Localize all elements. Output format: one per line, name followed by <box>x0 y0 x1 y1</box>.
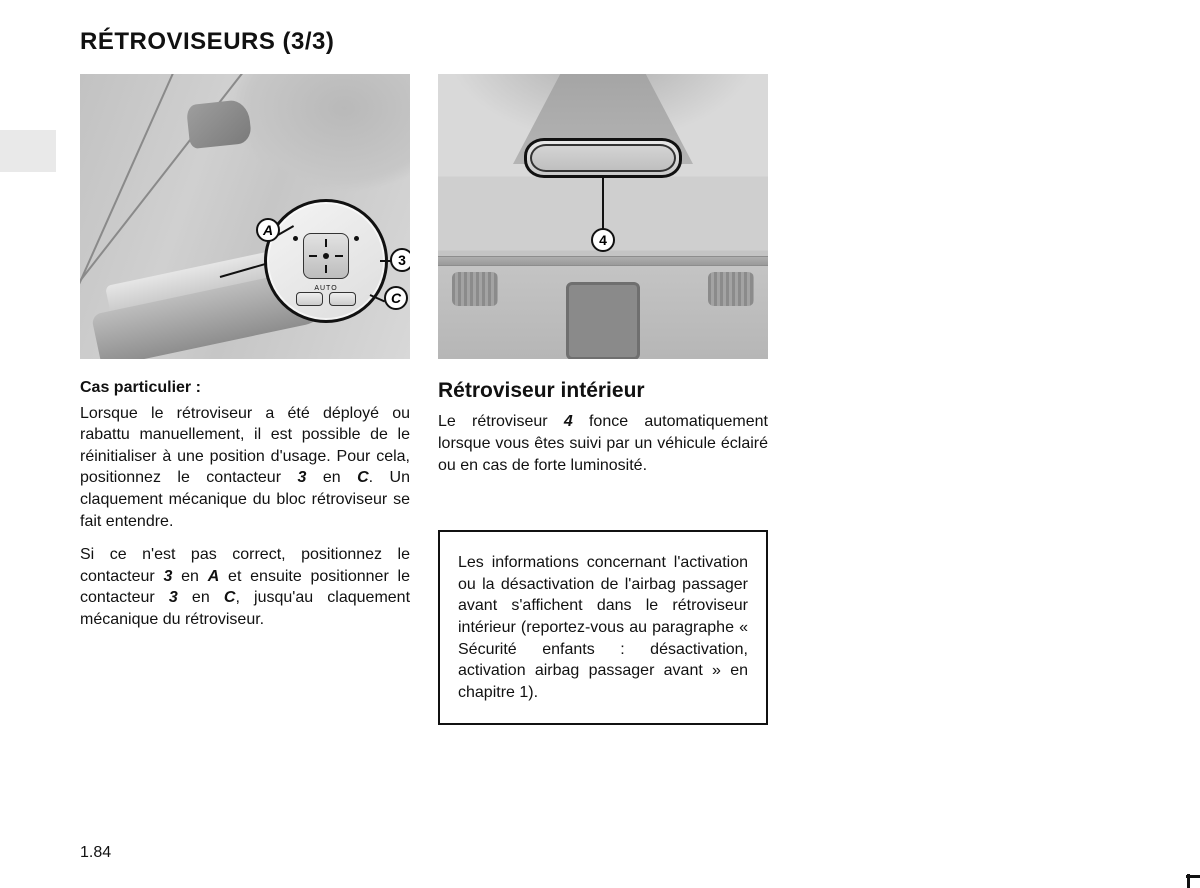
arrow-right-icon <box>335 255 343 257</box>
left-paragraph-2: Si ce n'est pas correct, positionnez le … <box>80 544 410 630</box>
right-text: Rétroviseur intérieur Le rétroviseur 4 f… <box>438 377 768 725</box>
interior-mirror <box>524 138 682 178</box>
right-paragraph: Le rétroviseur 4 fonce automatiquement l… <box>438 411 768 476</box>
arrow-up-icon <box>325 239 327 247</box>
left-text: Cas particulier : Lorsque le rétroviseur… <box>80 377 410 643</box>
ref-A: A <box>208 568 220 585</box>
arrow-left-icon <box>309 255 317 257</box>
air-vent-right <box>708 272 754 306</box>
ref-4: 4 <box>564 413 573 430</box>
callout-C: C <box>384 286 408 310</box>
content-columns: 39124 AUTO <box>80 74 1140 725</box>
left-paragraph-1: Lorsque le rétroviseur a été déployé ou … <box>80 403 410 533</box>
info-box-text: Les informations concernant l'activation… <box>458 552 748 703</box>
right-heading: Rétroviseur intérieur <box>438 377 768 405</box>
side-mirror-shape <box>186 99 252 149</box>
title-main: RÉTROVISEURS <box>80 28 275 55</box>
leader-line <box>602 178 604 232</box>
ref-3: 3 <box>169 589 178 606</box>
thumb-tab <box>0 130 56 172</box>
right-column: 39125 4 Rétroviseur intérieur Le rétrovi… <box>438 74 768 725</box>
info-box: Les informations concernant l'activation… <box>438 530 768 725</box>
air-vent-left <box>452 272 498 306</box>
window-switch-row <box>296 292 356 306</box>
title-suffix: (3/3) <box>283 28 335 55</box>
left-subhead: Cas particulier : <box>80 377 410 399</box>
dot-icon <box>354 236 359 241</box>
callout-3: 3 <box>390 248 410 272</box>
mirror-glass <box>530 144 676 172</box>
page-title: RÉTROVISEURS (3/3) <box>80 28 1140 56</box>
figure-left: 39124 AUTO <box>80 74 410 359</box>
ref-C: C <box>357 469 369 486</box>
figure-right: 39125 4 <box>438 74 768 359</box>
left-column: 39124 AUTO <box>80 74 410 725</box>
mirror-adjust-pad <box>303 233 349 279</box>
center-screen-shape <box>566 282 640 359</box>
page-number: 1.84 <box>80 844 111 862</box>
ref-C: C <box>224 589 236 606</box>
auto-label: AUTO <box>314 285 337 292</box>
control-detail-circle: AUTO <box>264 199 388 323</box>
dash-strip <box>438 256 768 266</box>
callout-4: 4 <box>591 228 615 252</box>
callout-A: A <box>256 218 280 242</box>
dot-icon <box>293 236 298 241</box>
crop-mark-icon <box>1178 866 1200 888</box>
arrow-down-icon <box>325 265 327 273</box>
center-dot-icon <box>323 253 329 259</box>
